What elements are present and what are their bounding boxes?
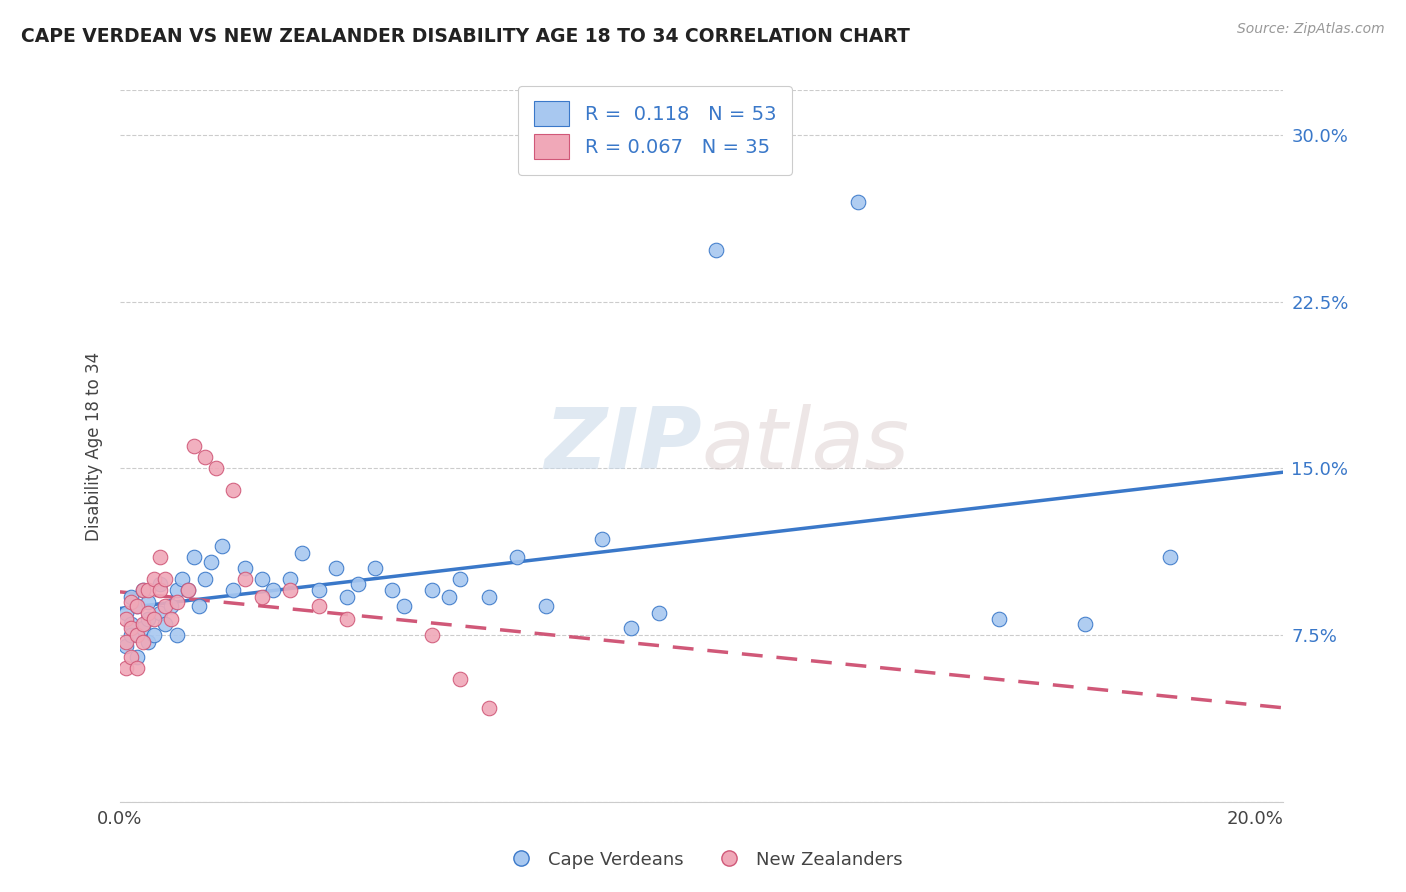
Point <box>222 483 245 498</box>
Legend: Cape Verdeans, New Zealanders: Cape Verdeans, New Zealanders <box>496 844 910 876</box>
Point <box>205 461 228 475</box>
Point <box>278 583 301 598</box>
Point <box>149 606 172 620</box>
Point <box>120 621 142 635</box>
Point <box>149 550 172 565</box>
Point <box>114 639 136 653</box>
Point <box>506 550 529 565</box>
Point <box>183 550 205 565</box>
Point <box>290 546 312 560</box>
Point <box>125 599 148 613</box>
Point <box>308 583 330 598</box>
Point <box>336 590 359 604</box>
Point <box>125 650 148 665</box>
Point <box>392 599 415 613</box>
Point <box>166 594 188 608</box>
Point <box>478 701 501 715</box>
Point <box>155 616 177 631</box>
Point <box>131 634 153 648</box>
Text: Source: ZipAtlas.com: Source: ZipAtlas.com <box>1237 22 1385 37</box>
Point <box>308 599 330 613</box>
Point <box>125 661 148 675</box>
Text: atlas: atlas <box>702 404 910 488</box>
Point <box>177 583 200 598</box>
Point <box>138 583 160 598</box>
Point <box>138 594 160 608</box>
Point <box>420 628 443 642</box>
Point <box>114 612 136 626</box>
Point <box>278 572 301 586</box>
Point <box>988 612 1011 626</box>
Point <box>233 572 256 586</box>
Point <box>138 612 160 626</box>
Point <box>336 612 359 626</box>
Point <box>138 606 160 620</box>
Point <box>449 572 471 586</box>
Point <box>114 634 136 648</box>
Point <box>437 590 460 604</box>
Point <box>125 599 148 613</box>
Point <box>143 612 166 626</box>
Point <box>1159 550 1181 565</box>
Point <box>364 561 387 575</box>
Text: CAPE VERDEAN VS NEW ZEALANDER DISABILITY AGE 18 TO 34 CORRELATION CHART: CAPE VERDEAN VS NEW ZEALANDER DISABILITY… <box>21 27 910 45</box>
Point <box>250 572 273 586</box>
Point <box>194 572 217 586</box>
Point <box>143 572 166 586</box>
Point <box>114 606 136 620</box>
Point <box>143 628 166 642</box>
Point <box>131 583 153 598</box>
Y-axis label: Disability Age 18 to 34: Disability Age 18 to 34 <box>86 351 103 541</box>
Point <box>846 194 869 209</box>
Point <box>704 244 727 258</box>
Point <box>120 650 142 665</box>
Point <box>131 583 153 598</box>
Point <box>155 572 177 586</box>
Point <box>381 583 404 598</box>
Text: ZIP: ZIP <box>544 404 702 488</box>
Point <box>155 599 177 613</box>
Point <box>120 628 142 642</box>
Point <box>138 634 160 648</box>
Point <box>1073 616 1095 631</box>
Point <box>160 612 183 626</box>
Point <box>188 599 211 613</box>
Point <box>172 572 194 586</box>
Point <box>534 599 557 613</box>
Point <box>347 576 370 591</box>
Point <box>166 583 188 598</box>
Point <box>250 590 273 604</box>
Legend: R =  0.118   N = 53, R = 0.067   N = 35: R = 0.118 N = 53, R = 0.067 N = 35 <box>519 86 792 175</box>
Point <box>149 583 172 598</box>
Point <box>114 661 136 675</box>
Point <box>420 583 443 598</box>
Point <box>620 621 643 635</box>
Point <box>120 594 142 608</box>
Point <box>478 590 501 604</box>
Point <box>648 606 671 620</box>
Point <box>166 628 188 642</box>
Point <box>211 539 233 553</box>
Point <box>131 621 153 635</box>
Point <box>183 439 205 453</box>
Point <box>449 673 471 687</box>
Point <box>149 576 172 591</box>
Point <box>591 533 613 547</box>
Point <box>200 555 222 569</box>
Point <box>120 590 142 604</box>
Point <box>160 599 183 613</box>
Point <box>177 583 200 598</box>
Point <box>125 628 148 642</box>
Point <box>194 450 217 464</box>
Point <box>120 616 142 631</box>
Point <box>222 583 245 598</box>
Point <box>325 561 347 575</box>
Point <box>233 561 256 575</box>
Point <box>131 616 153 631</box>
Point <box>262 583 284 598</box>
